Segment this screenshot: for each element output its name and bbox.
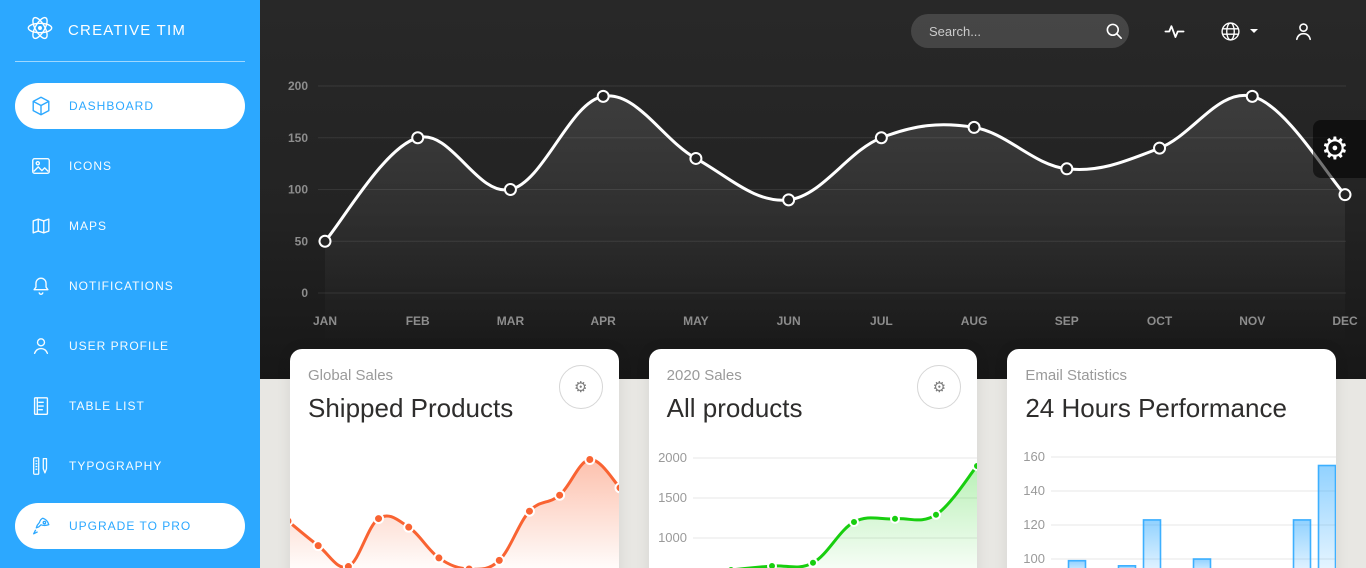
card-title: 24 Hours Performance: [1025, 393, 1287, 423]
search-icon[interactable]: [1105, 22, 1124, 41]
settings-panel-button[interactable]: ⚙: [1313, 120, 1366, 178]
rocket-icon: [30, 515, 52, 537]
svg-text:120: 120: [1024, 517, 1046, 532]
sidebar-item-label: USER PROFILE: [69, 339, 170, 353]
sidebar-nav: DASHBOARD ICONS MAPS NO: [0, 83, 260, 549]
sidebar-item-label: ICONS: [69, 159, 113, 173]
sidebar-item-typography[interactable]: TYPOGRAPHY: [0, 436, 260, 496]
user-account-icon[interactable]: [1293, 21, 1314, 42]
sidebar-divider: [15, 61, 245, 62]
sidebar-item-icons[interactable]: ICONS: [0, 136, 260, 196]
shipped-products-chart: [290, 454, 619, 568]
activity-icon[interactable]: [1164, 21, 1185, 42]
svg-text:MAY: MAY: [683, 314, 709, 328]
card-title: All products: [666, 393, 803, 423]
sidebar-item-upgrade-to-pro[interactable]: UPGRADE TO PRO: [15, 503, 245, 549]
svg-text:2000: 2000: [658, 450, 687, 465]
cards-row: Global Sales Shipped Products ⚙ 2020 Sal…: [290, 349, 1337, 568]
sidebar-item-label: UPGRADE TO PRO: [69, 519, 192, 533]
svg-text:1500: 1500: [658, 490, 687, 505]
header-chart-panel: 200 150 100 50 0 JAN FEB MAR APR MAY JUN JUL AUG SEP O…: [260, 0, 1366, 379]
svg-text:50: 50: [295, 234, 309, 248]
search-box[interactable]: [911, 14, 1129, 48]
gear-icon: ⚙: [932, 378, 947, 396]
svg-text:160: 160: [1024, 449, 1046, 464]
svg-text:APR: APR: [591, 314, 617, 328]
chevron-down-icon: [1250, 29, 1258, 33]
globe-icon: [1221, 21, 1240, 41]
card-2020-sales: 2020 Sales All products ⚙ 2000 1500 1000: [648, 349, 978, 568]
svg-text:FEB: FEB: [406, 314, 430, 328]
sidebar: CREATIVE TIM DASHBOARD ICONS: [0, 0, 260, 568]
gear-icon: ⚙: [1321, 130, 1349, 167]
sidebar-item-label: MAPS: [69, 219, 108, 233]
gear-icon: ⚙: [573, 378, 588, 396]
map-icon: [30, 215, 52, 237]
all-products-chart: 2000 1500 1000: [658, 450, 978, 568]
list-icon: [30, 395, 52, 417]
svg-text:JUN: JUN: [777, 314, 801, 328]
card-email-statistics: Email Statistics 24 Hours Performance 16…: [1007, 349, 1337, 568]
image-icon: [30, 155, 52, 177]
brand[interactable]: CREATIVE TIM: [0, 0, 260, 61]
svg-text:100: 100: [1024, 551, 1046, 566]
bell-icon: [30, 275, 52, 297]
sidebar-item-label: TABLE LIST: [69, 399, 145, 413]
sidebar-item-label: NOTIFICATIONS: [69, 279, 174, 293]
cube-icon: [30, 95, 52, 117]
svg-text:1000: 1000: [658, 530, 687, 545]
sidebar-item-label: DASHBOARD: [69, 99, 155, 113]
svg-text:MAR: MAR: [497, 314, 525, 328]
card-title: Shipped Products: [308, 393, 514, 423]
svg-text:JAN: JAN: [313, 314, 337, 328]
svg-text:100: 100: [288, 183, 308, 197]
sidebar-item-user-profile[interactable]: USER PROFILE: [0, 316, 260, 376]
sidebar-item-label: TYPOGRAPHY: [69, 459, 163, 473]
react-logo-icon: [26, 14, 54, 47]
main-content: 200 150 100 50 0 JAN FEB MAR APR MAY JUN JUL AUG SEP O…: [260, 0, 1366, 568]
sidebar-item-dashboard[interactable]: DASHBOARD: [15, 83, 245, 129]
24h-performance-chart: 160 140 120 100: [1024, 449, 1337, 568]
card-settings-button[interactable]: ⚙: [917, 365, 962, 409]
user-icon: [30, 335, 52, 357]
sidebar-item-notifications[interactable]: NOTIFICATIONS: [0, 256, 260, 316]
svg-text:AUG: AUG: [961, 314, 988, 328]
card-subtitle: Global Sales: [308, 367, 394, 384]
globe-dropdown[interactable]: [1220, 21, 1258, 42]
sidebar-item-maps[interactable]: MAPS: [0, 196, 260, 256]
brand-name: CREATIVE TIM: [68, 22, 187, 39]
svg-text:200: 200: [288, 79, 308, 93]
card-subtitle: 2020 Sales: [666, 367, 742, 384]
monthly-performance-chart: 200 150 100 50 0 JAN FEB MAR APR MAY JUN JUL AUG SEP O…: [288, 79, 1358, 346]
search-input[interactable]: [929, 23, 1105, 39]
svg-text:NOV: NOV: [1239, 314, 1265, 328]
card-settings-button[interactable]: ⚙: [558, 365, 603, 409]
svg-text:DEC: DEC: [1332, 314, 1358, 328]
svg-text:140: 140: [1024, 483, 1046, 498]
svg-text:OCT: OCT: [1147, 314, 1173, 328]
sidebar-item-table-list[interactable]: TABLE LIST: [0, 376, 260, 436]
card-global-sales: Global Sales Shipped Products ⚙: [290, 349, 619, 568]
svg-text:150: 150: [288, 131, 308, 145]
svg-text:0: 0: [301, 286, 308, 300]
typography-icon: [30, 455, 52, 477]
svg-text:JUL: JUL: [870, 314, 893, 328]
card-subtitle: Email Statistics: [1025, 367, 1128, 384]
top-navbar: [260, 0, 1366, 62]
svg-text:SEP: SEP: [1055, 314, 1079, 328]
